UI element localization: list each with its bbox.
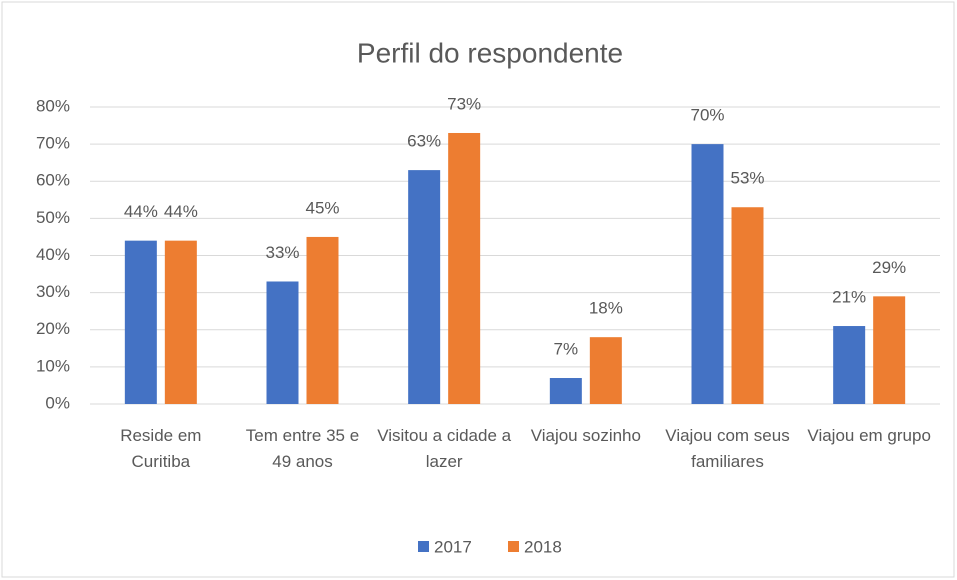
bar [448, 132, 481, 405]
y-tick-label: 50% [36, 208, 70, 227]
value-label: 33% [265, 243, 299, 262]
bar [266, 281, 299, 404]
y-tick-label: 30% [36, 282, 70, 301]
value-label: 18% [589, 299, 623, 318]
bar [408, 170, 441, 404]
bar [873, 296, 906, 404]
value-label: 44% [164, 202, 198, 221]
bar [549, 378, 582, 404]
bar [124, 240, 157, 404]
value-label: 63% [407, 132, 441, 151]
x-tick-label: Viajou sozinho [530, 426, 641, 445]
y-tick-label: 10% [36, 356, 70, 375]
x-tick-label: Tem entre 35 e 49 anos [245, 426, 360, 471]
value-label: 7% [554, 339, 579, 358]
x-tick-label: Visitou a cidade a lazer [377, 426, 512, 471]
x-tick-label: Reside em Curitiba [120, 426, 202, 471]
chart-title: Perfil do respondente [357, 37, 623, 68]
legend-label: 2017 [434, 537, 472, 556]
bar [164, 240, 197, 404]
legend-swatch [508, 541, 519, 552]
value-label: 73% [447, 94, 481, 113]
y-tick-label: 70% [36, 134, 70, 153]
y-tick-label: 0% [45, 393, 70, 412]
x-tick-label: Viajou com seus familiares [665, 426, 790, 471]
bar [306, 236, 339, 404]
y-tick-label: 80% [36, 96, 70, 115]
bar [731, 207, 764, 404]
value-label: 45% [305, 198, 339, 217]
value-label: 53% [730, 169, 764, 188]
x-tick-label: Viajou em grupo [807, 426, 931, 445]
y-tick-label: 40% [36, 245, 70, 264]
y-tick-label: 60% [36, 171, 70, 190]
value-label: 44% [124, 202, 158, 221]
y-tick-label: 20% [36, 319, 70, 338]
legend-swatch [418, 541, 429, 552]
value-label: 29% [872, 258, 906, 277]
bar [691, 144, 724, 404]
value-label: 70% [690, 106, 724, 125]
bar [589, 337, 622, 404]
legend-label: 2018 [524, 537, 562, 556]
value-label: 21% [832, 288, 866, 307]
bar [833, 326, 866, 404]
